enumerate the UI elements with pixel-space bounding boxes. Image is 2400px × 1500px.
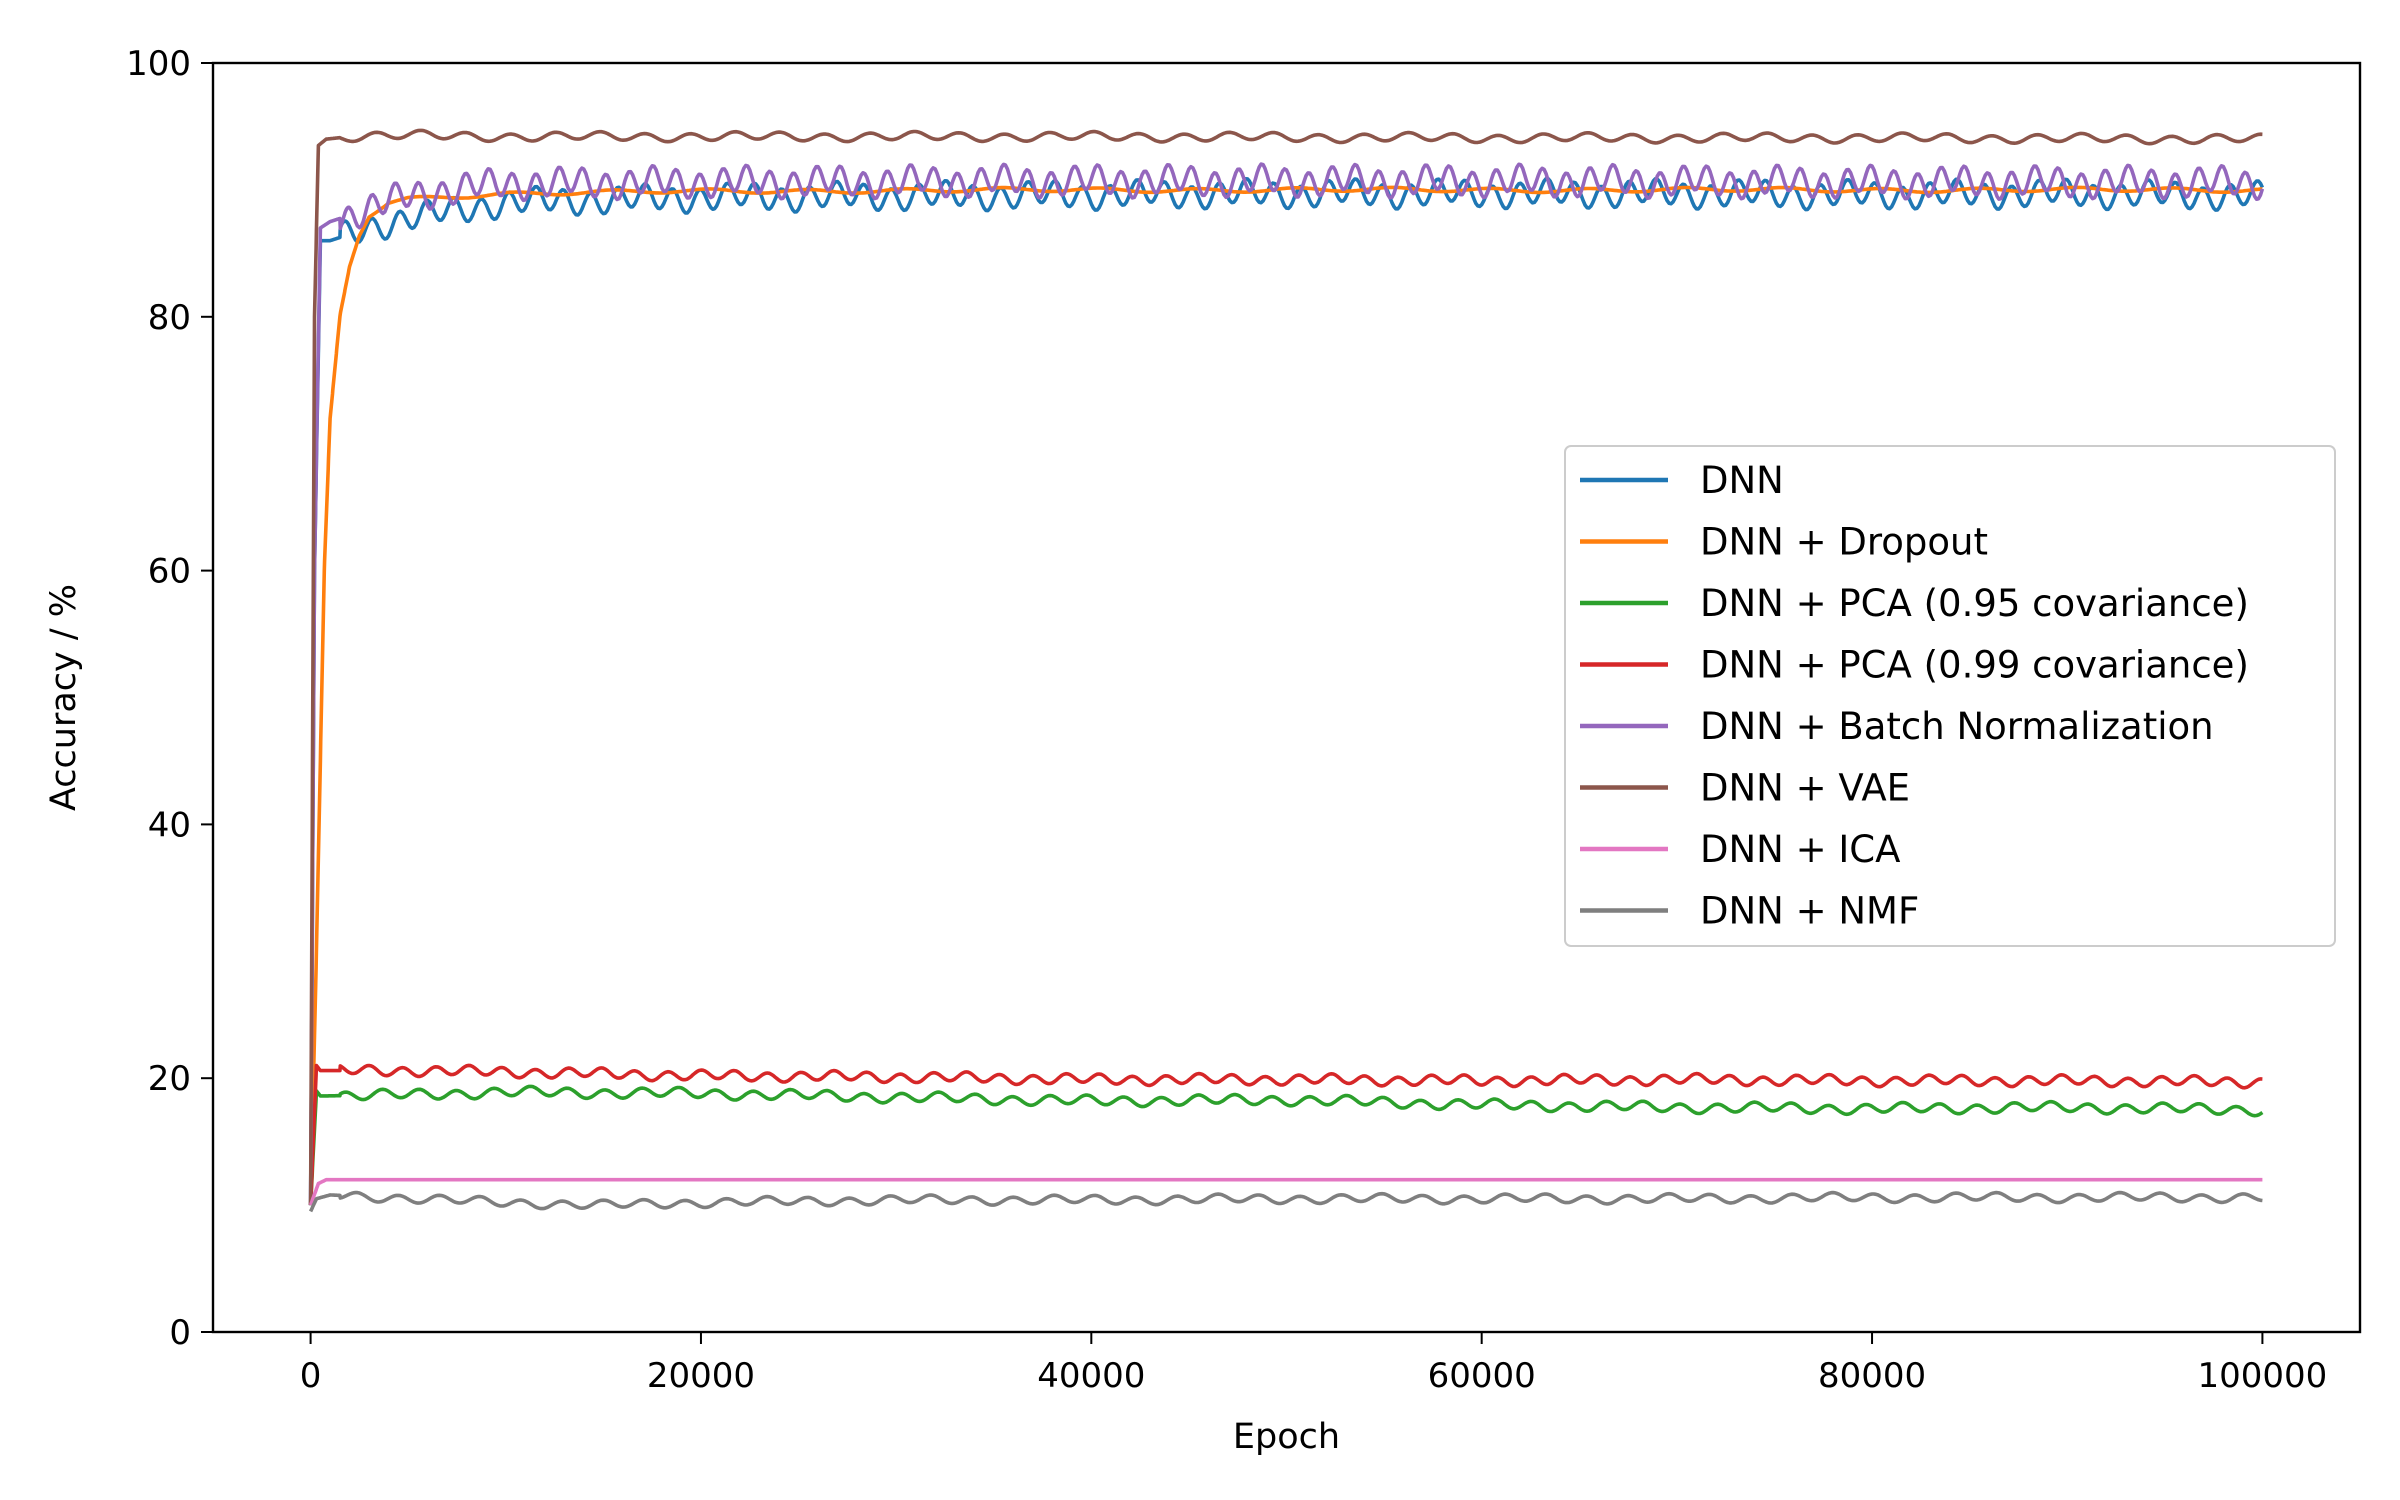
legend-label: DNN + PCA (0.99 covariance) [1700,644,2249,687]
plot-frame [211,61,2362,1334]
series-layer [308,128,2265,1213]
legend-label: DNN + PCA (0.95 covariance) [1700,582,2249,625]
y-tick-label: 80 [148,298,191,338]
y-tick-label: 60 [148,552,191,592]
series-line-8 [308,1190,2263,1213]
x-axis-label: Epoch [1233,1417,1340,1457]
x-tick-label: 0 [300,1356,322,1396]
series-line-1 [308,176,2265,1206]
legend-label: DNN [1700,459,1784,502]
x-tick-label: 60000 [1428,1356,1536,1396]
x-tick-label: 20000 [647,1356,755,1396]
y-axis: 0 20 40 60 80 100 [126,44,213,1353]
y-axis-label: Accuracy / % [44,584,84,811]
legend-label: DNN + Batch Normalization [1700,705,2214,748]
legend-label: DNN + NMF [1700,890,1919,933]
y-tick-label: 0 [169,1313,191,1353]
series-line-3 [308,1084,2264,1206]
series-line-5 [308,162,2265,1206]
x-axis: 0 20000 40000 60000 80000 100000 [300,1332,2328,1396]
series-line-4 [308,1063,2263,1206]
legend-box [1564,445,2336,947]
series-line-6 [308,128,2263,1206]
x-tick-label: 80000 [1818,1356,1926,1396]
y-tick-label: 40 [148,805,191,845]
legend-label: DNN + VAE [1700,767,1910,810]
legend-label: DNN + ICA [1700,828,1900,871]
x-tick-label: 40000 [1037,1356,1145,1396]
x-tick-label: 100000 [2198,1356,2328,1396]
legend: DNN DNN + Dropout DNN + PCA (0.95 covarian… [1564,445,2336,947]
legend-label: DNN + Dropout [1700,521,1988,564]
series-line-7 [308,1177,2263,1206]
y-tick-label: 20 [148,1059,191,1099]
y-tick-label: 100 [126,44,191,84]
